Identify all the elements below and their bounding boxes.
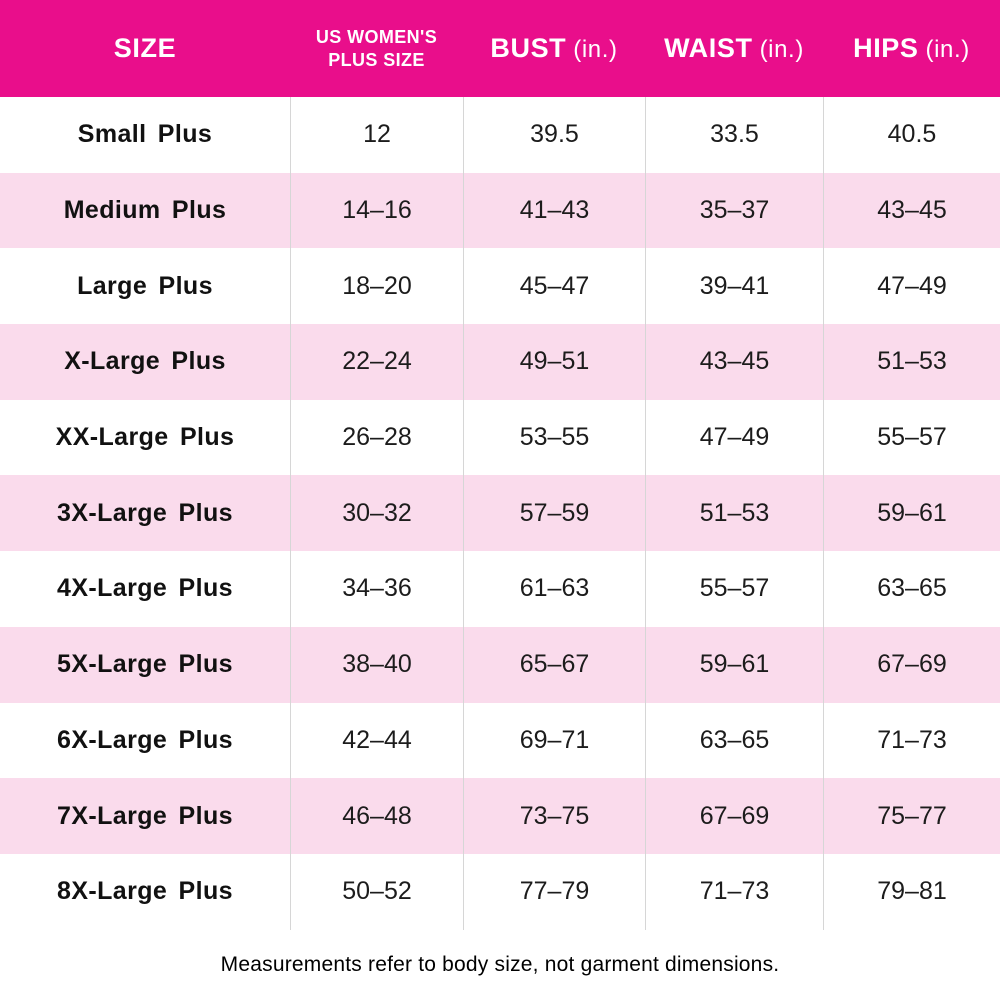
table-row: Medium Plus 14–16 41–43 35–37 43–45 (0, 172, 1000, 249)
table-row: 8X-Large Plus 50–52 77–79 71–73 79–81 (0, 853, 1000, 930)
measurement-cell: 51–53 (823, 324, 1000, 400)
header-plus-size: US WOMEN'S PLUS SIZE (290, 0, 463, 97)
measurement-cell: 77–79 (463, 853, 645, 930)
measurement-cell: 67–69 (645, 778, 823, 854)
header-waist-label: WAIST (664, 32, 753, 63)
measurement-cell: 39.5 (463, 97, 645, 173)
measurement-cell: 71–73 (823, 702, 1000, 779)
table-header-row: SIZE US WOMEN'S PLUS SIZE BUST (in.) WAI… (0, 0, 1000, 97)
size-name-cell: 3X-Large Plus (57, 498, 233, 527)
header-size: SIZE (0, 0, 290, 97)
measurement-cell: 65–67 (463, 626, 645, 703)
header-bust-label: BUST (490, 32, 567, 63)
measurement-cell: 46–48 (290, 778, 463, 854)
measurement-cell: 57–59 (463, 475, 645, 552)
size-name-cell: Medium Plus (63, 196, 227, 225)
table-footer: Measurements refer to body size, not gar… (0, 929, 1000, 1000)
header-plus-size-line1: US WOMEN'S (315, 27, 438, 47)
size-name-cell: Small Plus (77, 120, 213, 149)
measurement-cell: 51–53 (645, 475, 823, 552)
size-name-cell: 8X-Large Plus (57, 877, 233, 906)
measurement-cell: 69–71 (463, 702, 645, 779)
measurement-cell: 41–43 (463, 172, 645, 249)
measurement-cell: 43–45 (823, 172, 1000, 249)
measurement-cell: 33.5 (645, 97, 823, 173)
header-hips-label: HIPS (853, 32, 919, 63)
size-name-cell: 5X-Large Plus (57, 650, 233, 679)
measurement-note: Measurements refer to body size, not gar… (220, 952, 780, 976)
measurement-cell: 30–32 (290, 475, 463, 552)
header-bust-unit: (in.) (573, 35, 618, 63)
measurement-cell: 50–52 (290, 853, 463, 930)
measurement-cell: 45–47 (463, 248, 645, 325)
table-row: 5X-Large Plus 38–40 65–67 59–61 67–69 (0, 626, 1000, 703)
measurement-cell: 63–65 (645, 702, 823, 779)
table-row: XX-Large Plus 26–28 53–55 47–49 55–57 (0, 399, 1000, 476)
measurement-cell: 75–77 (823, 778, 1000, 854)
measurement-cell: 22–24 (290, 324, 463, 400)
measurement-cell: 18–20 (290, 248, 463, 325)
measurement-cell: 43–45 (645, 324, 823, 400)
table-row: 7X-Large Plus 46–48 73–75 67–69 75–77 (0, 778, 1000, 854)
measurement-cell: 63–65 (823, 551, 1000, 627)
size-name-cell: Large Plus (77, 271, 213, 300)
measurement-cell: 34–36 (290, 551, 463, 627)
table-row: Small Plus 12 39.5 33.5 40.5 (0, 97, 1000, 173)
measurement-cell: 14–16 (290, 172, 463, 249)
table-row: X-Large Plus 22–24 49–51 43–45 51–53 (0, 324, 1000, 400)
header-hips: HIPS (in.) (823, 0, 1000, 97)
measurement-cell: 71–73 (645, 853, 823, 930)
table-row: 4X-Large Plus 34–36 61–63 55–57 63–65 (0, 551, 1000, 627)
measurement-cell: 26–28 (290, 399, 463, 476)
measurement-cell: 42–44 (290, 702, 463, 779)
measurement-cell: 59–61 (645, 626, 823, 703)
measurement-cell: 73–75 (463, 778, 645, 854)
header-plus-size-line2: PLUS SIZE (328, 49, 425, 70)
measurement-cell: 79–81 (823, 853, 1000, 930)
header-hips-unit: (in.) (925, 35, 970, 63)
size-name-cell: 7X-Large Plus (57, 801, 233, 830)
table-row: 6X-Large Plus 42–44 69–71 63–65 71–73 (0, 702, 1000, 779)
size-name-cell: 4X-Large Plus (57, 574, 233, 603)
measurement-cell: 55–57 (645, 551, 823, 627)
header-waist-unit: (in.) (759, 35, 804, 63)
header-bust: BUST (in.) (463, 0, 645, 97)
measurement-cell: 12 (290, 97, 463, 173)
header-waist: WAIST (in.) (645, 0, 823, 97)
measurement-cell: 67–69 (823, 626, 1000, 703)
measurement-cell: 49–51 (463, 324, 645, 400)
header-size-label: SIZE (113, 32, 177, 63)
table-body: Small Plus 12 39.5 33.5 40.5 Medium Plus 14–16… (0, 97, 1000, 930)
measurement-cell: 38–40 (290, 626, 463, 703)
measurement-cell: 59–61 (823, 475, 1000, 552)
measurement-cell: 55–57 (823, 399, 1000, 476)
measurement-cell: 47–49 (823, 248, 1000, 325)
measurement-cell: 39–41 (645, 248, 823, 325)
measurement-cell: 47–49 (645, 399, 823, 476)
size-name-cell: 6X-Large Plus (57, 725, 233, 754)
measurement-cell: 35–37 (645, 172, 823, 249)
size-name-cell: X-Large Plus (64, 347, 226, 376)
table-row: Large Plus 18–20 45–47 39–41 47–49 (0, 248, 1000, 325)
measurement-cell: 40.5 (823, 97, 1000, 173)
size-name-cell: XX-Large Plus (55, 423, 235, 452)
measurement-cell: 61–63 (463, 551, 645, 627)
measurement-cell: 53–55 (463, 399, 645, 476)
table-row: 3X-Large Plus 30–32 57–59 51–53 59–61 (0, 475, 1000, 552)
